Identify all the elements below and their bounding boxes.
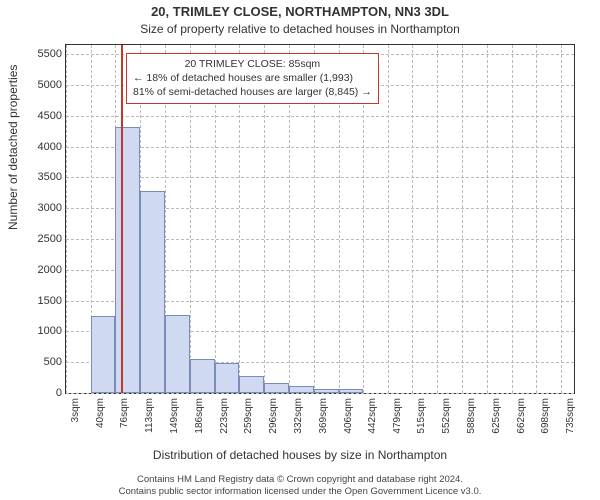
- x-tick-label: 76sqm: [119, 398, 130, 434]
- x-tick-label: 3sqm: [70, 398, 81, 434]
- x-tick-label: 40sqm: [95, 398, 106, 434]
- x-tick-label: 698sqm: [540, 398, 551, 434]
- x-tick-label: 515sqm: [416, 398, 427, 434]
- histogram-bar: [115, 127, 140, 393]
- y-tick-label: 5500: [2, 48, 62, 60]
- gridline-vertical: [487, 45, 488, 393]
- annotation-line: ← 18% of detached houses are smaller (1,…: [133, 71, 372, 85]
- histogram-bar: [239, 376, 264, 393]
- gridline-horizontal: [66, 147, 574, 148]
- x-tick-label: 442sqm: [367, 398, 378, 434]
- y-tick-label: 0: [2, 387, 62, 399]
- x-tick-label: 186sqm: [194, 398, 205, 434]
- gridline-vertical: [561, 45, 562, 393]
- histogram-bar: [140, 191, 164, 393]
- chart-title-sub: Size of property relative to detached ho…: [0, 22, 600, 36]
- x-tick-label: 552sqm: [441, 398, 452, 434]
- y-tick-label: 1000: [2, 325, 62, 337]
- gridline-vertical: [462, 45, 463, 393]
- x-tick-label: 588sqm: [466, 398, 477, 434]
- x-tick-label: 625sqm: [491, 398, 502, 434]
- y-tick-label: 500: [2, 356, 62, 368]
- plot-area: 20 TRIMLEY CLOSE: 85sqm← 18% of detached…: [65, 44, 575, 394]
- footer: Contains HM Land Registry data © Crown c…: [0, 474, 600, 498]
- x-tick-label: 296sqm: [268, 398, 279, 434]
- y-tick-label: 5000: [2, 79, 62, 91]
- gridline-vertical: [536, 45, 537, 393]
- histogram-bar: [339, 389, 363, 393]
- annotation-box: 20 TRIMLEY CLOSE: 85sqm← 18% of detached…: [126, 53, 379, 104]
- x-tick-label: 332sqm: [293, 398, 304, 434]
- x-tick-label: 369sqm: [318, 398, 329, 434]
- subject-marker-line: [121, 45, 123, 393]
- y-tick-label: 4000: [2, 141, 62, 153]
- x-tick-label: 259sqm: [243, 398, 254, 434]
- x-tick-label: 735sqm: [565, 398, 576, 434]
- histogram-bar: [190, 359, 215, 393]
- gridline-horizontal: [66, 116, 574, 117]
- y-tick-label: 1500: [2, 295, 62, 307]
- gridline-vertical: [66, 45, 67, 393]
- footer-line-1: Contains HM Land Registry data © Crown c…: [0, 474, 600, 486]
- gridline-horizontal: [66, 393, 574, 394]
- y-tick-label: 3000: [2, 202, 62, 214]
- y-tick-label: 2000: [2, 264, 62, 276]
- y-tick-label: 4500: [2, 110, 62, 122]
- gridline-vertical: [437, 45, 438, 393]
- y-tick-label: 3500: [2, 171, 62, 183]
- x-tick-label: 223sqm: [219, 398, 230, 434]
- gridline-vertical: [512, 45, 513, 393]
- x-tick-label: 479sqm: [392, 398, 403, 434]
- histogram-bar: [215, 363, 239, 393]
- x-tick-label: 149sqm: [169, 398, 180, 434]
- footer-line-2: Contains public sector information licen…: [0, 486, 600, 498]
- annotation-line: 81% of semi-detached houses are larger (…: [133, 85, 372, 99]
- chart-title-main: 20, TRIMLEY CLOSE, NORTHAMPTON, NN3 3DL: [0, 4, 600, 19]
- histogram-bar: [314, 389, 339, 393]
- histogram-bar: [264, 383, 288, 393]
- x-tick-label: 113sqm: [144, 398, 155, 434]
- x-tick-label: 406sqm: [343, 398, 354, 434]
- annotation-line: 20 TRIMLEY CLOSE: 85sqm: [133, 57, 372, 71]
- x-axis-label: Distribution of detached houses by size …: [0, 448, 600, 462]
- histogram-bar: [165, 315, 190, 393]
- y-tick-label: 2500: [2, 233, 62, 245]
- gridline-vertical: [412, 45, 413, 393]
- chart-container: 20, TRIMLEY CLOSE, NORTHAMPTON, NN3 3DL …: [0, 0, 600, 500]
- gridline-vertical: [388, 45, 389, 393]
- gridline-horizontal: [66, 177, 574, 178]
- histogram-bar: [289, 386, 314, 393]
- histogram-bar: [91, 316, 115, 393]
- x-tick-label: 662sqm: [516, 398, 527, 434]
